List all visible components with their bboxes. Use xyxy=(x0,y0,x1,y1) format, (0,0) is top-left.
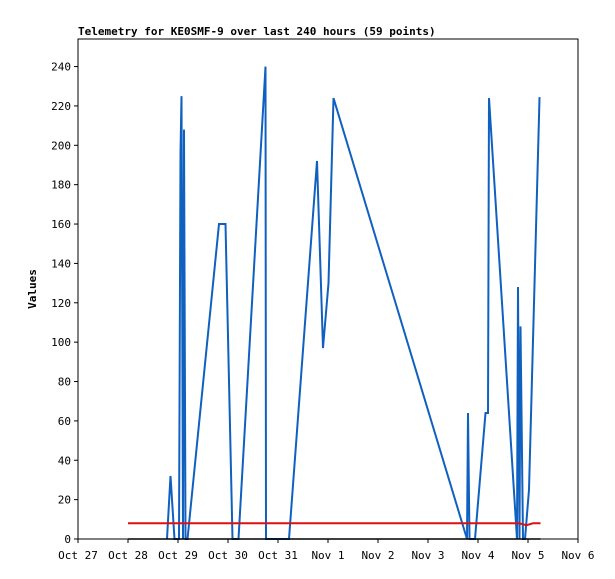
series-layer xyxy=(128,66,541,540)
y-tick-label: 140 xyxy=(51,257,71,270)
series-line xyxy=(128,522,541,527)
y-tick-label: 180 xyxy=(51,179,71,192)
x-tick-label: Oct 30 xyxy=(208,549,248,562)
y-tick-label: 100 xyxy=(51,336,71,349)
x-axis: Oct 27 Oct 28 Oct 29 Oct 30 Oct 31 Nov 1 Nov 2… xyxy=(58,539,595,562)
y-axis-label: Values xyxy=(26,269,39,309)
x-tick-label: Oct 29 xyxy=(158,549,198,562)
y-tick-label: 20 xyxy=(58,494,71,507)
x-tick-label: Oct 31 xyxy=(258,549,298,562)
x-tick-label: Nov 5 xyxy=(511,549,544,562)
x-tick-label: Nov 2 xyxy=(361,549,394,562)
y-tick-label: 240 xyxy=(51,61,71,74)
y-tick-label: 60 xyxy=(58,415,71,428)
y-axis: 0 20 40 60 80 100 120 140 160 180 200 220 240 xyxy=(51,61,78,546)
x-tick-label: Nov 6 xyxy=(561,549,594,562)
y-tick-label: 120 xyxy=(51,297,71,310)
y-tick-label: 160 xyxy=(51,218,71,231)
y-tick-label: 220 xyxy=(51,100,71,113)
x-tick-label: Nov 4 xyxy=(461,549,494,562)
x-tick-label: Nov 1 xyxy=(311,549,344,562)
y-tick-label: 80 xyxy=(58,376,71,389)
series-line xyxy=(166,66,541,540)
chart-title: Telemetry for KE0SMF-9 over last 240 hou… xyxy=(78,25,436,38)
x-tick-label: Nov 3 xyxy=(411,549,444,562)
x-tick-label: Oct 28 xyxy=(108,549,148,562)
y-tick-label: 0 xyxy=(64,533,71,546)
y-tick-label: 40 xyxy=(58,454,71,467)
x-tick-label: Oct 27 xyxy=(58,549,98,562)
y-tick-label: 200 xyxy=(51,139,71,152)
